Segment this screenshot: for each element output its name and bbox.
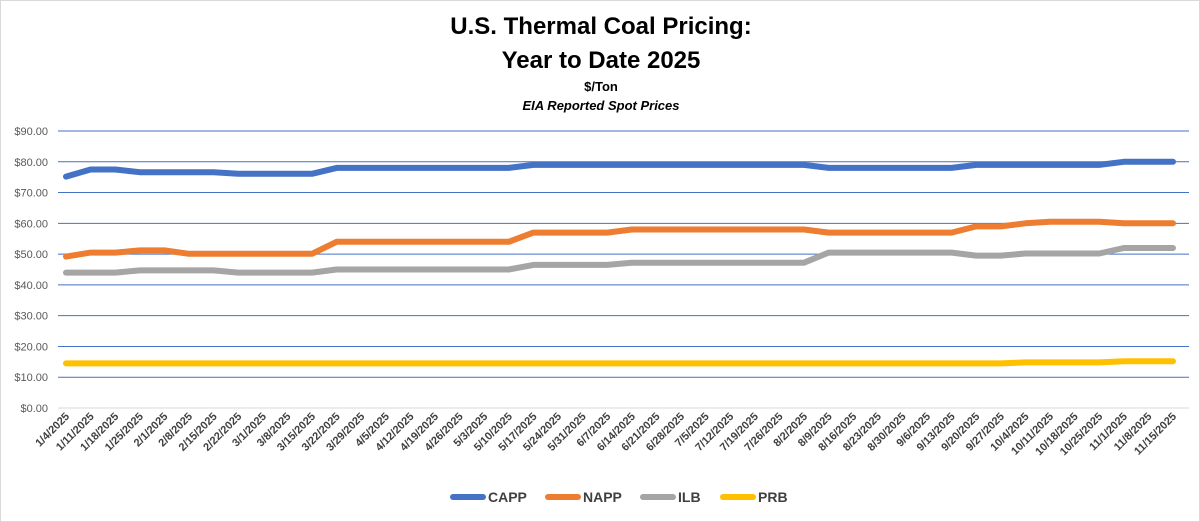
chart-subtitle-source: EIA Reported Spot Prices	[522, 98, 680, 113]
y-tick-label: $90.00	[14, 126, 48, 138]
y-tick-label: $70.00	[14, 188, 48, 200]
legend-label-prb: PRB	[758, 489, 788, 505]
legend-label-capp: CAPP	[488, 489, 527, 505]
legend-label-ilb: ILB	[678, 489, 701, 505]
y-tick-label: $0.00	[20, 403, 48, 415]
y-tick-label: $10.00	[14, 372, 48, 384]
series-line-ilb	[63, 245, 1176, 276]
y-tick-label: $60.00	[14, 218, 48, 230]
series-line-prb	[63, 358, 1176, 367]
y-tick-label: $20.00	[14, 341, 48, 353]
y-tick-label: $40.00	[14, 280, 48, 292]
series-line-capp	[63, 158, 1176, 180]
series-line-napp	[63, 218, 1176, 260]
y-tick-label: $80.00	[14, 157, 48, 169]
y-tick-label: $30.00	[14, 311, 48, 323]
legend-label-napp: NAPP	[583, 489, 622, 505]
chart-subtitle: $/Ton	[584, 79, 618, 94]
chart-title: U.S. Thermal Coal Pricing:	[450, 13, 752, 40]
y-tick-label: $50.00	[14, 249, 48, 261]
chart-title-line2: Year to Date 2025	[501, 47, 701, 74]
